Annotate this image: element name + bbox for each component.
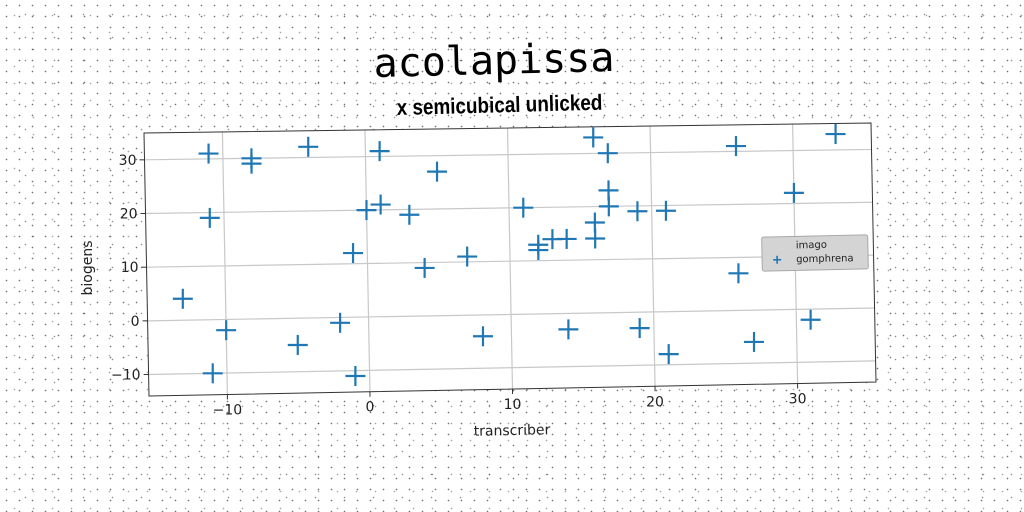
x-tick-label: 20 xyxy=(646,394,664,410)
plot-frame xyxy=(143,122,877,397)
data-point xyxy=(558,319,579,340)
data-point xyxy=(427,161,448,182)
data-point xyxy=(330,312,351,333)
x-tick-label: 30 xyxy=(789,392,807,408)
data-point xyxy=(728,263,749,284)
data-point xyxy=(583,127,604,148)
data-point xyxy=(472,326,493,347)
chart-subtitle: x semicubical unlicked xyxy=(396,90,602,120)
y-tick-label: 0 xyxy=(131,314,140,330)
y-tick-label: 20 xyxy=(120,207,138,223)
data-point xyxy=(370,194,391,215)
y-tick-label: −10 xyxy=(111,368,141,384)
y-gridline xyxy=(146,254,874,268)
x-axis-label: transcriber xyxy=(474,422,551,440)
data-point xyxy=(528,240,549,261)
x-tick-label: −10 xyxy=(213,402,243,418)
data-point xyxy=(399,204,420,225)
data-point xyxy=(199,207,220,228)
y-tick-label: 10 xyxy=(121,260,139,276)
y-tick-label: 30 xyxy=(119,153,137,169)
data-point xyxy=(414,257,435,278)
data-point xyxy=(369,141,390,162)
x-tick-label: 10 xyxy=(504,397,522,413)
y-axis-label: biogens xyxy=(80,240,96,295)
x-gridline xyxy=(506,127,514,390)
data-point xyxy=(457,246,478,267)
data-point xyxy=(783,182,804,203)
legend-box xyxy=(761,234,869,272)
data-point xyxy=(298,136,319,157)
chart-title: acolapissa xyxy=(373,35,615,87)
legend-entry: imago xyxy=(796,240,827,252)
data-point xyxy=(345,365,366,386)
data-point xyxy=(556,228,577,249)
legend-entry: gomphrena xyxy=(796,253,854,265)
y-gridline xyxy=(147,307,875,322)
data-point xyxy=(585,228,606,249)
data-point xyxy=(744,331,765,352)
data-point xyxy=(598,196,619,217)
x-gridline xyxy=(221,131,229,395)
data-point xyxy=(627,201,648,222)
data-point xyxy=(825,124,846,145)
x-gridline xyxy=(649,126,656,387)
data-point xyxy=(198,143,219,164)
data-point xyxy=(356,200,377,221)
data-point xyxy=(658,344,679,365)
data-point xyxy=(725,136,746,157)
y-gridline xyxy=(144,148,872,161)
data-point xyxy=(597,143,618,164)
data-point xyxy=(287,334,308,355)
data-point xyxy=(216,320,237,341)
data-point xyxy=(629,318,650,339)
data-point xyxy=(202,363,223,384)
data-point xyxy=(343,243,364,264)
x-tick-label: 0 xyxy=(365,400,374,416)
data-point xyxy=(655,200,676,221)
data-point xyxy=(241,153,262,174)
x-gridline xyxy=(364,129,371,392)
y-gridline xyxy=(145,201,873,215)
data-point xyxy=(172,288,193,309)
data-point xyxy=(513,197,534,218)
y-gridline xyxy=(148,360,876,376)
data-point xyxy=(800,309,821,330)
